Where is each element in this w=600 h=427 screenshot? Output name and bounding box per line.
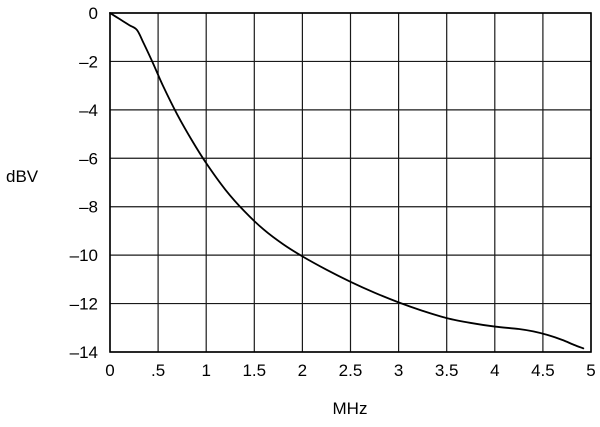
- series-line: [109, 12, 585, 350]
- x-tick-label: 4: [490, 361, 499, 380]
- y-tick-label: –4: [79, 101, 98, 120]
- y-tick-label: 0: [89, 4, 98, 23]
- x-tick-label: 4.5: [531, 361, 555, 380]
- series-layer: [109, 12, 585, 350]
- y-tick-label: –10: [70, 246, 98, 265]
- x-tick-label: 1: [201, 361, 210, 380]
- plot-frame: [109, 12, 592, 353]
- y-tick-label: –14: [70, 343, 98, 362]
- tick-label-layer: 0 .5 1 1.5 2 2.5 3 3.5 4 4.5 5 0 –2 –4 –6 –8 –10 –12 –14: [70, 4, 596, 380]
- y-axis-label: dBV: [6, 167, 39, 186]
- x-axis-label: MHz: [333, 399, 368, 418]
- x-tick-label: 0: [105, 361, 114, 380]
- y-tick-label: –12: [70, 295, 98, 314]
- x-tick-label: 3.5: [435, 361, 459, 380]
- x-tick-label: 1.5: [242, 361, 266, 380]
- y-tick-label: –2: [79, 52, 98, 71]
- x-tick-label: 3: [394, 361, 403, 380]
- x-tick-label: 5: [586, 361, 595, 380]
- x-tick-label: .5: [151, 361, 165, 380]
- y-tick-label: –6: [79, 149, 98, 168]
- grid-layer: [109, 12, 592, 353]
- x-tick-label: 2: [298, 361, 307, 380]
- x-tick-label: 2.5: [339, 361, 363, 380]
- y-tick-label: –8: [79, 198, 98, 217]
